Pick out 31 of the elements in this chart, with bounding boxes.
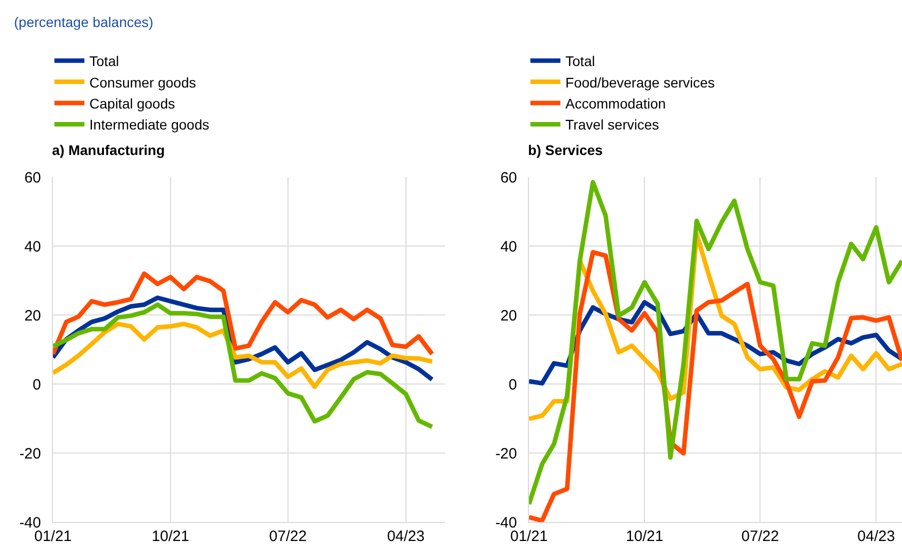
y-tick-label: -20: [495, 445, 517, 462]
text: (percentage balances): [14, 14, 154, 30]
line-series: [529, 180, 902, 506]
x-tick-label: 10/21: [626, 528, 664, 545]
y-tick-label: 20: [500, 307, 517, 324]
y-tick-label: 0: [32, 376, 41, 394]
legend-label: Intermediate goods: [89, 116, 210, 133]
x-tick-label: 04/23: [857, 528, 895, 545]
legend-label: Total: [89, 53, 119, 70]
y-tick-label: 20: [24, 307, 41, 324]
y-tick-label: 0: [508, 376, 517, 394]
chart-title: b) Services: [528, 142, 603, 158]
chart-title: a) Manufacturing: [52, 142, 165, 158]
line-series: [53, 322, 434, 390]
x-tick-label: 07/22: [741, 528, 779, 545]
legend-label: Food/beverage services: [565, 74, 715, 90]
y-tick-label: 60: [24, 169, 41, 186]
legend-label: Consumer goods: [89, 74, 196, 90]
y-tick-label: 40: [500, 238, 517, 256]
legend-label: Capital goods: [89, 95, 176, 112]
legend-label: Total: [565, 53, 595, 70]
x-tick-label: 10/21: [152, 528, 190, 545]
line-series: [53, 302, 434, 430]
legend-label: Travel services: [565, 116, 660, 133]
y-tick-label: 40: [24, 238, 41, 256]
y-tick-label: 60: [500, 169, 517, 186]
x-tick-label: 04/23: [387, 528, 425, 545]
line-series: [53, 271, 434, 356]
x-tick-label: 07/22: [269, 528, 307, 545]
legend-label: Accommodation: [565, 95, 666, 112]
y-tick-label: -20: [19, 445, 41, 462]
